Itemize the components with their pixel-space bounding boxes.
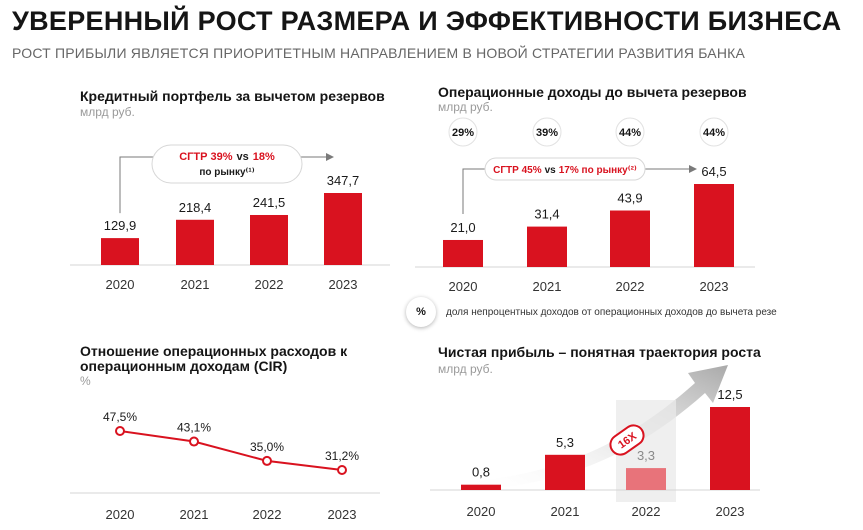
category-label-2020: 2020 [106, 277, 135, 292]
bar-2020 [443, 239, 483, 267]
category-label-2021: 2021 [180, 507, 209, 522]
value-label-2023: 31,2% [325, 449, 359, 463]
value-label-2021: 5,3 [556, 435, 574, 450]
share-legend-symbol: % [406, 297, 436, 327]
category-label-2022: 2022 [616, 279, 645, 294]
value-label-2021: 31,4 [534, 207, 559, 222]
share-circle-2020 [448, 117, 478, 147]
annotation-cagr-main: СГТР 39% [179, 151, 233, 163]
category-label-2020: 2020 [449, 279, 478, 294]
profit-chart-title: Чистая прибыль – понятная траектория рос… [438, 344, 761, 360]
share-circle-2022 [615, 117, 645, 147]
bar-2022 [610, 210, 650, 267]
share-circle-2023 [699, 117, 729, 147]
cir-series-line [119, 430, 343, 471]
category-label-2022: 2022 [632, 504, 661, 519]
annotation-pill [484, 157, 646, 181]
share-label-2020: 29% [452, 127, 474, 139]
bar-2023 [324, 193, 362, 265]
loan-chart-unit: млрд руб. [80, 105, 135, 119]
category-label-2023: 2023 [716, 504, 745, 519]
cir-chart-unit: % [80, 374, 91, 388]
annotation-cagr: СГТР 39% vs 18% [179, 151, 275, 163]
bar-2023 [694, 184, 734, 267]
cir-line-chart: 47,5% 2020 43,1% 2021 35,0% 2022 31,2% 2023 [70, 410, 380, 522]
bar-2021 [545, 454, 585, 490]
category-label-2023: 2023 [700, 279, 729, 294]
annotation-cagr-vs: vs [545, 165, 557, 176]
annotation-cagr: СГТР 45% vs 17% по рынку⁽²⁾ [493, 165, 637, 176]
share-label-2022: 44% [619, 127, 641, 139]
bar-2023 [710, 407, 750, 490]
value-label-2023: 347,7 [327, 173, 360, 188]
value-label-2023: 64,5 [701, 164, 726, 179]
share-legend: % доля непроцентных доходов от операцион… [406, 297, 777, 327]
annotation-pill [151, 144, 303, 184]
profit-chart-unit: млрд руб. [438, 362, 493, 376]
value-label-2020: 129,9 [104, 218, 137, 233]
income-chart-title: Операционные доходы до вычета резервов [438, 84, 747, 100]
point-2020 [115, 426, 125, 436]
page-title: УВЕРЕННЫЙ РОСТ РАЗМЕРА И ЭФФЕКТИВНОСТИ Б… [12, 6, 842, 36]
bar-2022 [626, 468, 666, 490]
share-label-2023: 44% [703, 127, 725, 139]
point-2022 [262, 455, 272, 466]
value-label-2022: 3,3 [637, 448, 655, 463]
category-label-2021: 2021 [181, 277, 210, 292]
annotation-cagr-market: 17% по рынку⁽²⁾ [559, 165, 637, 176]
cir-chart-title-line2: операционным доходам (CIR) [80, 358, 288, 374]
point-2021 [189, 436, 199, 447]
category-label-2022: 2022 [255, 277, 284, 292]
value-label-2021: 43,1% [177, 421, 211, 435]
annotation-cagr-vs: vs [237, 151, 249, 163]
share-legend-text: доля непроцентных доходов от операционны… [446, 306, 777, 318]
value-label-2020: 21,0 [450, 220, 475, 235]
category-label-2021: 2021 [533, 279, 562, 294]
value-label-2020: 47,5% [103, 410, 137, 424]
annotation-cagr-market: 18% [253, 151, 275, 163]
bar-2022 [250, 214, 288, 265]
value-label-2020: 0,8 [472, 465, 490, 480]
bar-2021 [527, 226, 567, 267]
value-label-2022: 43,9 [617, 191, 642, 206]
income-chart-unit: млрд руб. [438, 100, 493, 114]
annotation-market-note: по рынку⁽¹⁾ [199, 167, 254, 178]
operating-income-chart: 29% 39% 44% 44% 21,0 2020 31,4 2021 43,9 2022 64,5… [415, 117, 755, 294]
loan-chart-title: Кредитный портфель за вычетом резервов [80, 88, 385, 104]
page-subtitle: РОСТ ПРИБЫЛИ ЯВЛЯЕТСЯ ПРИОРИТЕТНЫМ НАПРА… [12, 45, 746, 61]
category-label-2020: 2020 [467, 504, 496, 519]
bar-2020 [461, 484, 501, 490]
growth-badge [609, 424, 645, 456]
annotation-arrowhead [326, 153, 334, 161]
value-label-2022: 241,5 [253, 195, 286, 210]
category-label-2021: 2021 [551, 504, 580, 519]
bar-2020 [101, 238, 139, 265]
share-label-2021: 39% [536, 127, 558, 139]
value-label-2021: 218,4 [179, 200, 212, 215]
cir-chart-title-line1: Отношение операционных расходов к [80, 343, 348, 359]
annotation-arrowhead [689, 165, 697, 173]
annotation-cagr-main: СГТР 45% [493, 165, 542, 176]
category-label-2020: 2020 [106, 507, 135, 522]
value-label-2022: 35,0% [250, 440, 284, 454]
category-label-2023: 2023 [328, 507, 357, 522]
point-2023 [337, 465, 347, 475]
loan-portfolio-chart: 129,9 2020 218,4 2021 241,5 2022 347,7 2023 СГТР… [70, 144, 390, 292]
share-circle-2021 [532, 117, 562, 147]
bar-2021 [176, 219, 214, 265]
category-label-2023: 2023 [329, 277, 358, 292]
category-label-2022: 2022 [253, 507, 282, 522]
growth-arrow [460, 365, 728, 491]
value-label-2023: 12,5 [717, 387, 742, 402]
